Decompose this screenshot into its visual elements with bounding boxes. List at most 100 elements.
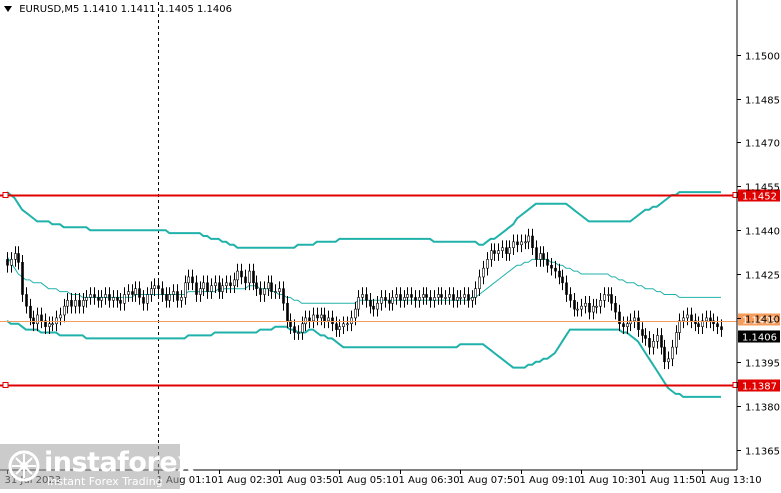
candle-body <box>369 300 372 307</box>
candle-body <box>66 300 69 307</box>
candle-body <box>490 250 493 260</box>
candle-body <box>180 297 183 301</box>
candle-body <box>603 294 606 301</box>
candle-body <box>531 235 534 248</box>
candle-body <box>17 253 20 263</box>
price-tick-label: 1.1425 <box>745 271 780 282</box>
candle-body <box>482 267 485 278</box>
candle-body <box>414 297 417 301</box>
candle-body <box>391 297 394 304</box>
candle-body <box>599 300 602 307</box>
candle-body <box>40 314 43 322</box>
candle-body <box>678 320 681 333</box>
candle-body <box>459 297 462 299</box>
candle-body <box>365 294 368 301</box>
candle-body <box>119 300 122 304</box>
candle-body <box>520 241 523 246</box>
candle-body <box>644 335 647 339</box>
candle-body <box>6 259 9 266</box>
candle-body <box>388 300 391 304</box>
candle-body <box>236 270 239 281</box>
candle-body <box>660 335 663 348</box>
time-tick-label: 1 Aug 11:50 <box>641 475 702 486</box>
candle-body <box>308 317 311 322</box>
price-tick-label: 1.1440 <box>745 227 780 238</box>
candle-body <box>338 326 341 330</box>
candle-body <box>622 323 625 327</box>
candle-body <box>709 317 712 322</box>
candle-body <box>168 294 171 301</box>
time-tick-label: 1 Aug 05:10 <box>338 475 399 486</box>
candle-body <box>550 264 553 269</box>
symbol-label: EURUSD,M5 <box>19 4 80 15</box>
candle-body <box>274 291 277 293</box>
candle-body <box>516 241 519 246</box>
candle-body <box>546 259 549 266</box>
candle-body <box>63 305 66 316</box>
time-tick-label: 1 Aug 13:10 <box>701 475 762 486</box>
candle-body <box>346 323 349 326</box>
candle-body <box>289 320 292 327</box>
candle-body <box>327 317 330 322</box>
candle-body <box>14 253 17 260</box>
candle-body <box>233 279 236 287</box>
candle-body <box>354 308 357 319</box>
candle-body <box>267 282 270 289</box>
candle-body <box>36 314 39 325</box>
candle-body <box>569 294 572 301</box>
candle-body <box>304 317 307 325</box>
candle-body <box>652 340 655 348</box>
price-label-text: 1.1452 <box>742 192 777 203</box>
candle-body <box>380 297 383 304</box>
price-tick-label: 1.1380 <box>745 403 780 414</box>
candle-body <box>474 288 477 298</box>
candle-body <box>418 297 421 301</box>
candle-body <box>705 317 708 322</box>
candle-body <box>286 302 289 322</box>
dropdown-triangle-icon[interactable] <box>4 6 12 12</box>
candle-body <box>21 262 24 295</box>
candle-body <box>440 294 443 298</box>
candle-body <box>463 294 466 298</box>
candle-body <box>539 253 542 260</box>
candle-body <box>108 294 111 301</box>
candle-body <box>214 282 217 287</box>
candle-body <box>610 294 613 304</box>
candle-body <box>278 288 281 292</box>
candle-body <box>573 300 576 310</box>
candle-body <box>153 285 156 289</box>
price-label-box <box>738 189 780 202</box>
candle-body <box>478 276 481 289</box>
brand-logo-icon <box>8 450 40 482</box>
candle-body <box>191 276 194 284</box>
candle-body <box>74 300 77 307</box>
candle-body <box>150 288 153 295</box>
candle-body <box>157 285 160 289</box>
candle-body <box>199 288 202 295</box>
time-tick-label: 1 Aug 09:10 <box>520 475 581 486</box>
candle-body <box>592 305 595 313</box>
candle-body <box>244 276 247 284</box>
time-tick-label: 1 Aug 06:30 <box>399 475 460 486</box>
candle-body <box>93 294 96 298</box>
candle-body <box>486 259 489 269</box>
candle-body <box>701 320 704 327</box>
candle-body <box>320 314 323 319</box>
candle-body <box>361 294 364 298</box>
candle-body <box>97 297 100 301</box>
candle-body <box>172 291 175 295</box>
candle-body <box>471 297 474 301</box>
candle-body <box>535 247 538 260</box>
candle-body <box>323 314 326 322</box>
time-tick-label: 1 Aug 10:30 <box>580 475 641 486</box>
candle-body <box>527 235 530 243</box>
candle-body <box>716 323 719 327</box>
time-tick-label: 1 Aug 02:30 <box>218 475 279 486</box>
candle-body <box>127 291 130 295</box>
price-label-text: 1.1406 <box>742 333 777 344</box>
price-tick-label: 1.1485 <box>745 96 780 107</box>
candle-body <box>176 291 179 301</box>
candle-body <box>618 311 621 325</box>
bollinger-lower-band <box>6 320 721 398</box>
